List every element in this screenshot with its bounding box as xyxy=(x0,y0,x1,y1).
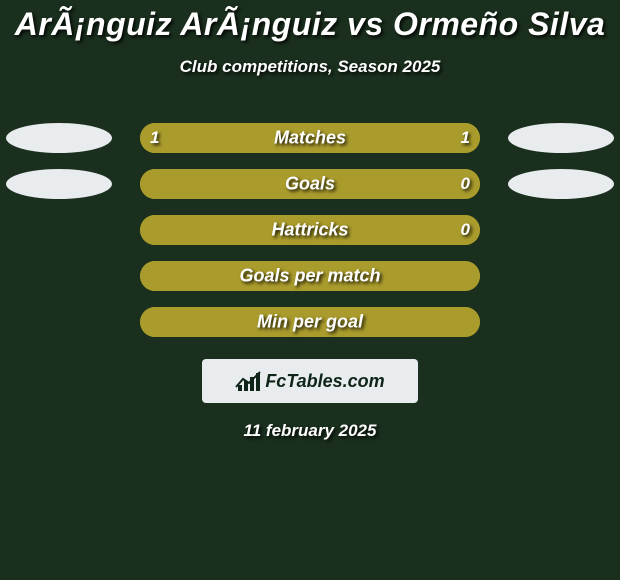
page-title: ArÃ¡nguiz ArÃ¡nguiz vs Ormeño Silva xyxy=(0,0,620,43)
comparison-row: Goals per match xyxy=(0,253,620,299)
brand-text: FcTables.com xyxy=(265,371,384,392)
stat-label: Goals per match xyxy=(140,266,480,287)
player-oval-right xyxy=(508,123,614,153)
subtitle: Club competitions, Season 2025 xyxy=(0,57,620,77)
player-oval-right xyxy=(508,169,614,199)
stat-bar: Min per goal xyxy=(140,307,480,337)
stat-label: Hattricks xyxy=(140,220,480,241)
stat-value-right: 0 xyxy=(461,174,470,194)
comparison-row: Min per goal xyxy=(0,299,620,345)
stat-value-right: 1 xyxy=(461,128,470,148)
stat-bar: Goals per match xyxy=(140,261,480,291)
player-oval-left xyxy=(6,169,112,199)
stat-bar: Goals0 xyxy=(140,169,480,199)
stat-label: Min per goal xyxy=(140,312,480,333)
stat-bar: Matches1 1 xyxy=(140,123,480,153)
player-oval-left xyxy=(6,123,112,153)
comparison-row: Matches1 1 xyxy=(0,115,620,161)
brand-badge: FcTables.com xyxy=(202,359,418,403)
comparison-row: Goals0 xyxy=(0,161,620,207)
stat-value-right: 0 xyxy=(461,220,470,240)
comparison-rows: Matches11Goals0Hattricks0Goals per match… xyxy=(0,115,620,345)
stat-value-left: 1 xyxy=(150,128,159,148)
stat-label: Goals xyxy=(140,174,480,195)
barchart-icon xyxy=(235,371,261,391)
date-text: 11 february 2025 xyxy=(0,421,620,441)
comparison-row: Hattricks0 xyxy=(0,207,620,253)
stat-bar: Hattricks0 xyxy=(140,215,480,245)
stat-label: Matches xyxy=(140,128,480,149)
